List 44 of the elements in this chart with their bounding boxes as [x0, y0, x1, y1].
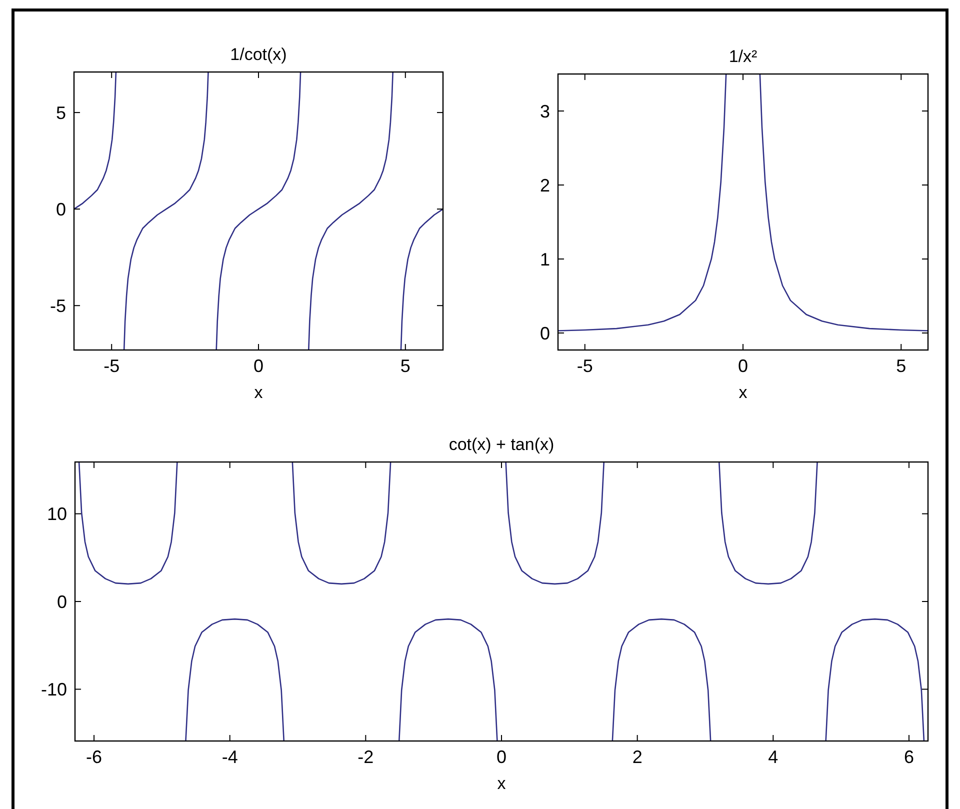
x-tick-label: -5	[104, 356, 120, 376]
x-axis-title: x	[738, 383, 748, 402]
x-tick-label: -4	[222, 747, 238, 767]
y-tick-label: 10	[46, 504, 67, 524]
x-tick-label: 5	[400, 356, 410, 376]
y-tick-label: -10	[40, 680, 67, 700]
x-tick-label: -6	[86, 747, 102, 767]
x-axis-title: x	[254, 383, 264, 402]
chart-title: cot(x) + tan(x)	[448, 435, 554, 454]
x-tick-label: -2	[358, 747, 374, 767]
x-tick-label: 2	[632, 747, 642, 767]
x-tick-label: 0	[253, 356, 264, 376]
y-tick-label: 5	[56, 102, 66, 123]
y-tick-label: -5	[50, 296, 66, 316]
x-tick-label: 4	[768, 747, 778, 767]
y-tick-label: 1	[540, 249, 550, 270]
line-series	[558, 74, 727, 332]
x-tick-label: 5	[896, 356, 906, 376]
line-series	[505, 462, 604, 585]
line-series	[74, 72, 117, 210]
line-series	[612, 618, 712, 741]
line-series	[718, 462, 818, 585]
chart-title: 1/x²	[728, 47, 758, 66]
line-series	[398, 618, 498, 741]
x-tick-label: -5	[576, 356, 593, 376]
y-tick-label: 0	[56, 592, 67, 612]
y-tick-label: 0	[56, 199, 66, 220]
x-axis-title: x	[497, 774, 506, 793]
line-series	[185, 618, 284, 741]
y-tick-label: 3	[540, 101, 550, 122]
chart-title: 1/cot(x)	[230, 45, 287, 64]
x-tick-label: 0	[496, 747, 507, 767]
x-tick-label: 6	[904, 747, 914, 767]
y-tick-label: 2	[540, 175, 550, 196]
line-series	[78, 462, 178, 585]
line-series	[308, 72, 394, 350]
line-series	[759, 74, 928, 332]
line-series	[123, 72, 209, 350]
line-series	[825, 618, 925, 741]
x-tick-label: 0	[738, 356, 748, 376]
line-series	[216, 72, 302, 350]
line-series	[400, 208, 443, 350]
y-tick-label: 0	[540, 323, 550, 344]
line-series	[292, 462, 392, 585]
